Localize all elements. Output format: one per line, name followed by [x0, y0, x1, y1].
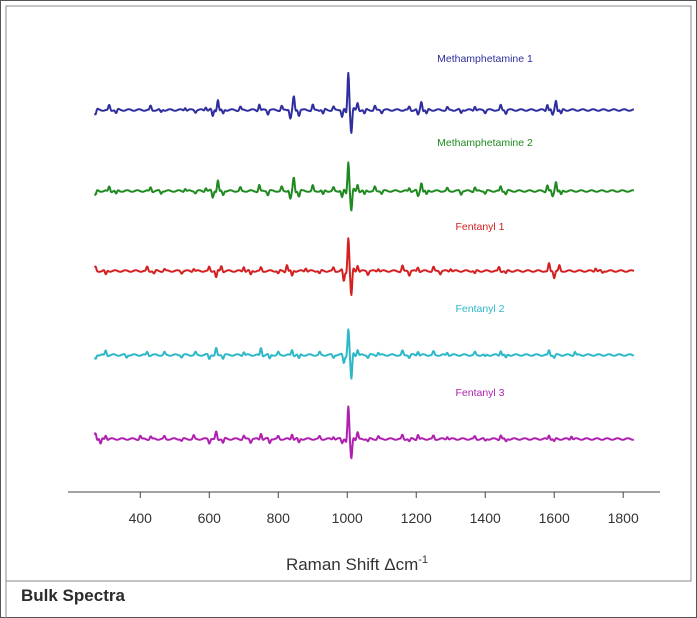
figure-caption: Bulk Spectra [21, 586, 125, 605]
x-axis-ticks: 400 600 800 1000 1200 1400 1600 1800 [129, 492, 639, 526]
series-line-5 [93, 405, 635, 460]
x-tick-label-1200: 1200 [401, 510, 432, 526]
x-axis-label-delta: Δcm [384, 555, 418, 574]
x-tick-label-800: 800 [267, 510, 291, 526]
x-axis-label: Raman Shift Δcm-1 [286, 554, 428, 574]
x-tick-label-600: 600 [198, 510, 222, 526]
series-label-5: Fentanyl 3 [455, 387, 504, 399]
series-label-4: Fentanyl 2 [455, 303, 504, 315]
series-label-2: Methamphetamine 2 [437, 137, 533, 149]
x-tick-label-1600: 1600 [539, 510, 570, 526]
x-tick-label-1400: 1400 [470, 510, 501, 526]
x-tick-label-400: 400 [129, 510, 153, 526]
spectra-plot: Methamphetamine 1 Methamphetamine 2 Fentan… [93, 53, 635, 460]
x-axis-label-superscript: -1 [418, 554, 428, 566]
plot-panel-border [5, 5, 692, 582]
x-axis-label-main: Raman Shift [286, 555, 384, 574]
series-label-3: Fentanyl 1 [455, 221, 504, 233]
series-line-1 [93, 71, 635, 134]
x-tick-label-1800: 1800 [608, 510, 639, 526]
x-tick-label-1000: 1000 [332, 510, 363, 526]
series-label-1: Methamphetamine 1 [437, 53, 533, 65]
series-line-4 [93, 328, 635, 380]
series-line-2 [93, 161, 635, 212]
series-line-3 [93, 237, 635, 296]
